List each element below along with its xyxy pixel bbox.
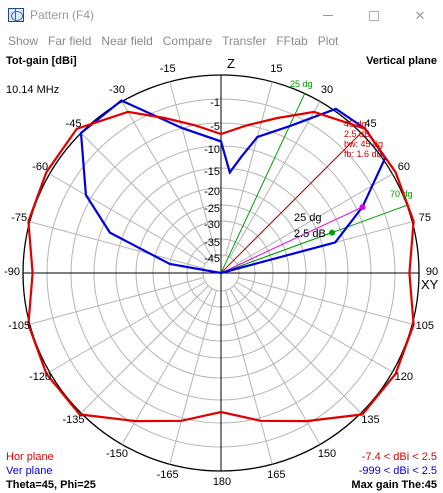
annotation-70dg-line: 70 dg bbox=[390, 189, 413, 199]
gain-ring-label: -25 bbox=[204, 203, 220, 215]
grid-spoke bbox=[29, 221, 204, 269]
menu-transfer[interactable]: Transfer bbox=[222, 34, 267, 48]
angle-label: 75 bbox=[418, 211, 431, 224]
grid-spoke bbox=[225, 290, 273, 465]
gain-ring-label: -30 bbox=[204, 219, 220, 231]
grid-spoke bbox=[80, 132, 209, 261]
grid-spoke bbox=[121, 288, 213, 445]
menu-far-field[interactable]: Far field bbox=[48, 34, 92, 48]
gain-ring-label: -10 bbox=[204, 144, 220, 156]
legend-ver-range: -999 < dBi < 2.5 bbox=[358, 465, 437, 477]
gain-ring-label: -5 bbox=[210, 121, 220, 133]
close-button[interactable]: ✕ bbox=[397, 0, 443, 31]
markers bbox=[329, 204, 366, 236]
angle-label: 60 bbox=[397, 161, 410, 173]
angle-label: 15 bbox=[270, 63, 283, 76]
gain-unit-label: Tot-gain [dBi] bbox=[6, 55, 77, 67]
grid-spoke bbox=[236, 173, 393, 265]
grid-spoke bbox=[229, 101, 321, 258]
hor-plane-curve bbox=[27, 110, 415, 423]
marker-green bbox=[329, 229, 336, 236]
frequency-label: 10.14 MHz bbox=[6, 84, 60, 96]
ray-45dg bbox=[220, 132, 362, 274]
angle-label: 120 bbox=[394, 371, 414, 383]
grid-spoke bbox=[49, 173, 206, 265]
angle-label: 30 bbox=[320, 84, 334, 97]
maximize-button[interactable] bbox=[351, 0, 397, 31]
overlay-lines bbox=[220, 93, 408, 274]
menu-compare[interactable]: Compare bbox=[162, 34, 213, 48]
footer-max-gain: Max gain The:45 bbox=[351, 479, 437, 491]
legend-hor-plane: Hor plane bbox=[6, 451, 54, 463]
menu-bar: Show Far field Near field Compare Transf… bbox=[0, 31, 443, 51]
window-title: Pattern (F4) bbox=[30, 8, 95, 22]
angle-label: -165 bbox=[156, 468, 179, 481]
cursor-angle: 25 dg bbox=[294, 212, 322, 224]
angle-label: 165 bbox=[267, 468, 286, 481]
angle-label: -60 bbox=[32, 161, 49, 173]
red-info-angle: 45 dg bbox=[344, 119, 367, 129]
angle-label: -120 bbox=[29, 371, 52, 383]
polar-plot-area[interactable]: Tot-gain [dBi] 10.14 MHz Vertical plane … bbox=[0, 51, 443, 493]
gain-ring-label: -15 bbox=[204, 166, 220, 178]
angle-label: 105 bbox=[415, 320, 435, 333]
grid-spoke bbox=[29, 277, 204, 325]
grid-spoke bbox=[236, 281, 393, 373]
angle-label: -15 bbox=[159, 63, 176, 76]
footer-theta-phi: Theta=45, Phi=25 bbox=[6, 479, 96, 491]
angle-label: 150 bbox=[317, 447, 337, 460]
menu-fftab[interactable]: FFtab bbox=[276, 34, 308, 48]
maximize-icon bbox=[369, 10, 379, 21]
angle-label: -150 bbox=[106, 447, 129, 460]
menu-plot[interactable]: Plot bbox=[317, 34, 339, 48]
red-info-beamwidth: bw: 45 dg bbox=[344, 139, 384, 149]
menu-near-field[interactable]: Near field bbox=[101, 34, 153, 48]
xy-axis-label: XY bbox=[421, 277, 439, 292]
title-bar: Pattern (F4) ✕ bbox=[0, 0, 443, 31]
grid-spoke bbox=[233, 285, 362, 414]
annotation-25dg-line: 25 dg bbox=[290, 79, 313, 89]
grid-spoke bbox=[238, 277, 413, 325]
red-info-gain: 2.5 dB bbox=[344, 129, 371, 139]
close-icon: ✕ bbox=[414, 7, 426, 23]
z-axis-label: Z bbox=[227, 56, 235, 71]
angle-label: 135 bbox=[361, 414, 380, 427]
angle-label: -45 bbox=[65, 117, 82, 130]
ray-magenta bbox=[220, 206, 363, 274]
menu-show[interactable]: Show bbox=[8, 34, 39, 48]
grid-spoke bbox=[229, 288, 321, 445]
angle-label: -90 bbox=[4, 266, 20, 278]
legend-hor-range: -7.4 < dBi < 2.5 bbox=[361, 451, 437, 463]
grid-spoke bbox=[49, 281, 206, 373]
red-info-block: 45 dg 2.5 dB bw: 45 dg fb: 1.6 dB bbox=[344, 119, 383, 159]
minimize-button[interactable] bbox=[305, 0, 351, 31]
angle-label: -30 bbox=[109, 84, 125, 97]
grid-spoke bbox=[169, 81, 217, 256]
angle-label: -105 bbox=[8, 320, 31, 333]
plane-title: Vertical plane bbox=[366, 55, 437, 67]
angle-label: 180 bbox=[212, 476, 232, 488]
legend-ver-plane: Ver plane bbox=[6, 465, 53, 477]
angle-label: -75 bbox=[11, 211, 28, 224]
grid-spoke bbox=[80, 285, 209, 414]
gain-ring-label: -35 bbox=[204, 237, 220, 249]
ray-green-lower bbox=[220, 232, 333, 274]
gain-ring-label: -45 bbox=[204, 253, 220, 265]
antenna-app-icon bbox=[8, 8, 24, 22]
grid-spoke bbox=[169, 290, 217, 465]
gain-ring-label: -20 bbox=[204, 186, 220, 198]
angle-label: 45 bbox=[364, 117, 377, 130]
grid-spoke bbox=[225, 81, 273, 256]
gain-ring-label: -1 bbox=[210, 97, 220, 109]
red-info-frontback: fb: 1.6 dB bbox=[344, 149, 383, 159]
angle-label: -135 bbox=[62, 414, 85, 427]
polar-chart[interactable] bbox=[0, 51, 443, 493]
angle-label: 90 bbox=[425, 266, 439, 278]
grid-spoke bbox=[121, 101, 213, 258]
marker-magenta bbox=[359, 204, 366, 211]
cursor-gain: 2.5 dB bbox=[294, 228, 326, 240]
ver-plane-curve bbox=[79, 99, 387, 275]
minimize-icon bbox=[323, 15, 333, 16]
ray-25dg bbox=[220, 93, 306, 274]
